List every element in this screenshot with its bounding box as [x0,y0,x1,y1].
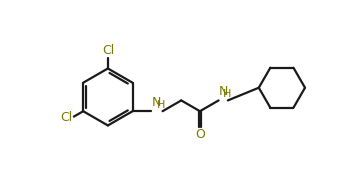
Text: O: O [195,128,205,141]
Text: Cl: Cl [102,44,114,57]
Text: H: H [223,89,232,99]
Text: H: H [156,100,165,110]
Text: N: N [152,96,161,109]
Text: Cl: Cl [60,111,72,124]
Text: N: N [219,85,228,98]
